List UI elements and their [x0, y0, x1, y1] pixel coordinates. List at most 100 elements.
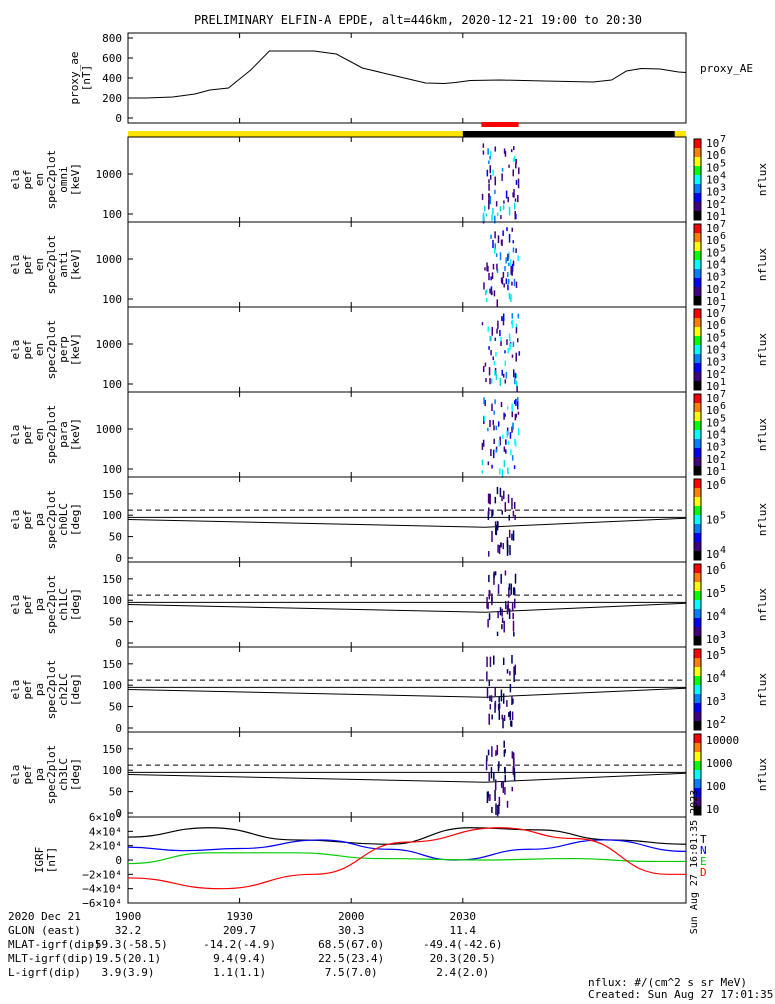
energy-colorbar-frame: [693, 308, 702, 391]
pitch-ytick: 150: [102, 658, 122, 671]
energy-cbar-tick-base: 10: [706, 356, 719, 369]
spectrogram-pixel: [491, 214, 493, 221]
energy-colorbar-band: [694, 448, 701, 458]
pitch-ytick: 100: [102, 764, 122, 777]
pitch-panel-ylabel-line: [deg]: [69, 758, 82, 791]
energy-cbar-tick-base: 10: [706, 234, 719, 247]
spectrogram-pixel: [515, 213, 517, 220]
pitch-colorbar-band: [694, 479, 701, 489]
energy-cbar-tick: 10 3: [706, 183, 726, 199]
spectrogram-pixel: [512, 169, 514, 177]
proxy-ae-ylabel-line: [nT]: [80, 65, 93, 92]
spectrogram-pixel: [498, 709, 501, 720]
pitch-colorbar-band: [694, 770, 701, 780]
spectrogram-pixel: [511, 497, 513, 510]
energy-colorbar-band: [694, 354, 701, 364]
spectrogram-pixel: [496, 268, 499, 273]
spectrogram-pixel: [490, 349, 492, 356]
energy-colorbar-band: [694, 157, 701, 167]
pitch-colorbar-band: [694, 600, 701, 610]
spectrogram-pixel: [514, 198, 517, 202]
pitch-cbar-tick-base: 10: [706, 548, 719, 561]
side-stamp-text: Sun Aug 27 16:01:35 2023: [689, 790, 700, 935]
spectrogram-pixel: [490, 276, 492, 281]
pitch-panel-ylabel-line: ela: [9, 765, 22, 785]
spectrogram-pixel: [501, 714, 503, 720]
spectrogram-pixel: [503, 446, 506, 452]
spectrogram-pixel: [483, 282, 485, 290]
x-axis-row-label: MLT-igrf(dip): [8, 952, 94, 965]
pitch-colorbar: [693, 563, 702, 646]
spectrogram-pixel: [484, 267, 486, 271]
energy-colorbar-band: [694, 345, 701, 355]
energy-colorbar-band: [694, 287, 701, 297]
spectrogram-pixel: [495, 201, 498, 207]
energy-cbar-tick-base: 10: [706, 295, 719, 308]
spectrogram-pixel: [494, 189, 496, 194]
energy-cbar-tick-base: 10: [706, 271, 719, 284]
energy-cbar-tick-base: 10: [706, 380, 719, 393]
spectrogram-pixel: [511, 786, 514, 792]
energy-cbar-tick-base: 10: [706, 441, 719, 454]
energy-colorbar-band: [694, 439, 701, 449]
energy-colorbar-band: [694, 412, 701, 422]
pitch-colorbar-band: [694, 721, 701, 731]
status-bar-segment: [674, 131, 686, 137]
spectrogram-pixel: [491, 464, 493, 469]
spectrogram-pixel: [483, 397, 485, 404]
energy-panel-frame: [127, 306, 687, 393]
pitch-cbar-tick-base: 10: [706, 633, 719, 646]
pitch-colorbar-band: [694, 591, 701, 601]
spectrogram-pixel: [513, 672, 515, 682]
pitch-colorbar-band: [694, 712, 701, 722]
energy-cbar-tick-exp: 4: [720, 171, 726, 182]
energy-colorbar-frame: [693, 393, 702, 476]
energy-cbar-tick-exp: 2: [720, 450, 726, 461]
spectrogram-pixel: [494, 243, 497, 250]
spectrogram-pixel: [484, 290, 487, 296]
loss-cone-curve: [127, 517, 687, 528]
x-axis-row-value: 11.4: [450, 924, 477, 937]
pitch-colorbar-band: [694, 667, 701, 677]
energy-cbar-tick: 10 3: [706, 268, 726, 284]
energy-panel-frame: [127, 391, 687, 478]
spectrogram-pixel: [484, 400, 486, 407]
pitch-panel-frame: [127, 561, 687, 648]
energy-cbar-tick: 10 4: [706, 256, 726, 272]
spectrogram-pixel: [491, 272, 494, 280]
pitch-cbar-tick-base: 10: [706, 514, 719, 527]
spectrogram-pixel: [500, 542, 502, 548]
spectrogram-pixel: [486, 289, 488, 293]
energy-panel-ylabel-line: para: [57, 421, 70, 448]
spectrogram-pixel: [512, 341, 515, 347]
spectrogram-pixel: [516, 401, 519, 410]
energy-cbar-label: nflux: [756, 418, 769, 451]
spectrogram-pixel: [488, 574, 490, 583]
spectrogram-pixel: [485, 298, 488, 302]
spectrogram-pixel: [514, 413, 517, 421]
spectrogram-pixel: [494, 779, 497, 791]
pitch-ytick: 0: [115, 552, 122, 565]
energy-cbar-tick-exp: 5: [720, 243, 726, 254]
spectrogram-pixel: [511, 411, 514, 418]
spectrogram-pixel: [487, 427, 489, 432]
spectrogram-pixel: [496, 263, 498, 271]
spectrogram-pixel: [517, 338, 519, 343]
energy-cbar-tick-base: 10: [706, 416, 719, 429]
energy-panel-ylabel-line: pef: [21, 170, 34, 190]
energy-cbar-tick-exp: 5: [720, 158, 726, 169]
spectrogram-pixel: [508, 608, 511, 619]
pitch-colorbar-band: [694, 618, 701, 628]
status-bar-marker: [481, 122, 519, 127]
pitch-cbar-tick: 1000: [706, 757, 733, 770]
spectrogram-pixel: [493, 655, 495, 665]
spectrogram-pixel: [488, 589, 491, 600]
energy-cbar-tick-exp: 6: [720, 231, 726, 242]
spectrogram-pixel: [515, 352, 517, 362]
energy-ytick: 100: [102, 293, 122, 306]
spectrogram-pixel: [517, 194, 519, 203]
spectrogram-pixel: [493, 425, 495, 431]
proxy-ae-ytick: 200: [102, 92, 122, 105]
pitch-cbar-tick: 10 4: [706, 669, 726, 685]
energy-colorbar-band: [694, 421, 701, 431]
